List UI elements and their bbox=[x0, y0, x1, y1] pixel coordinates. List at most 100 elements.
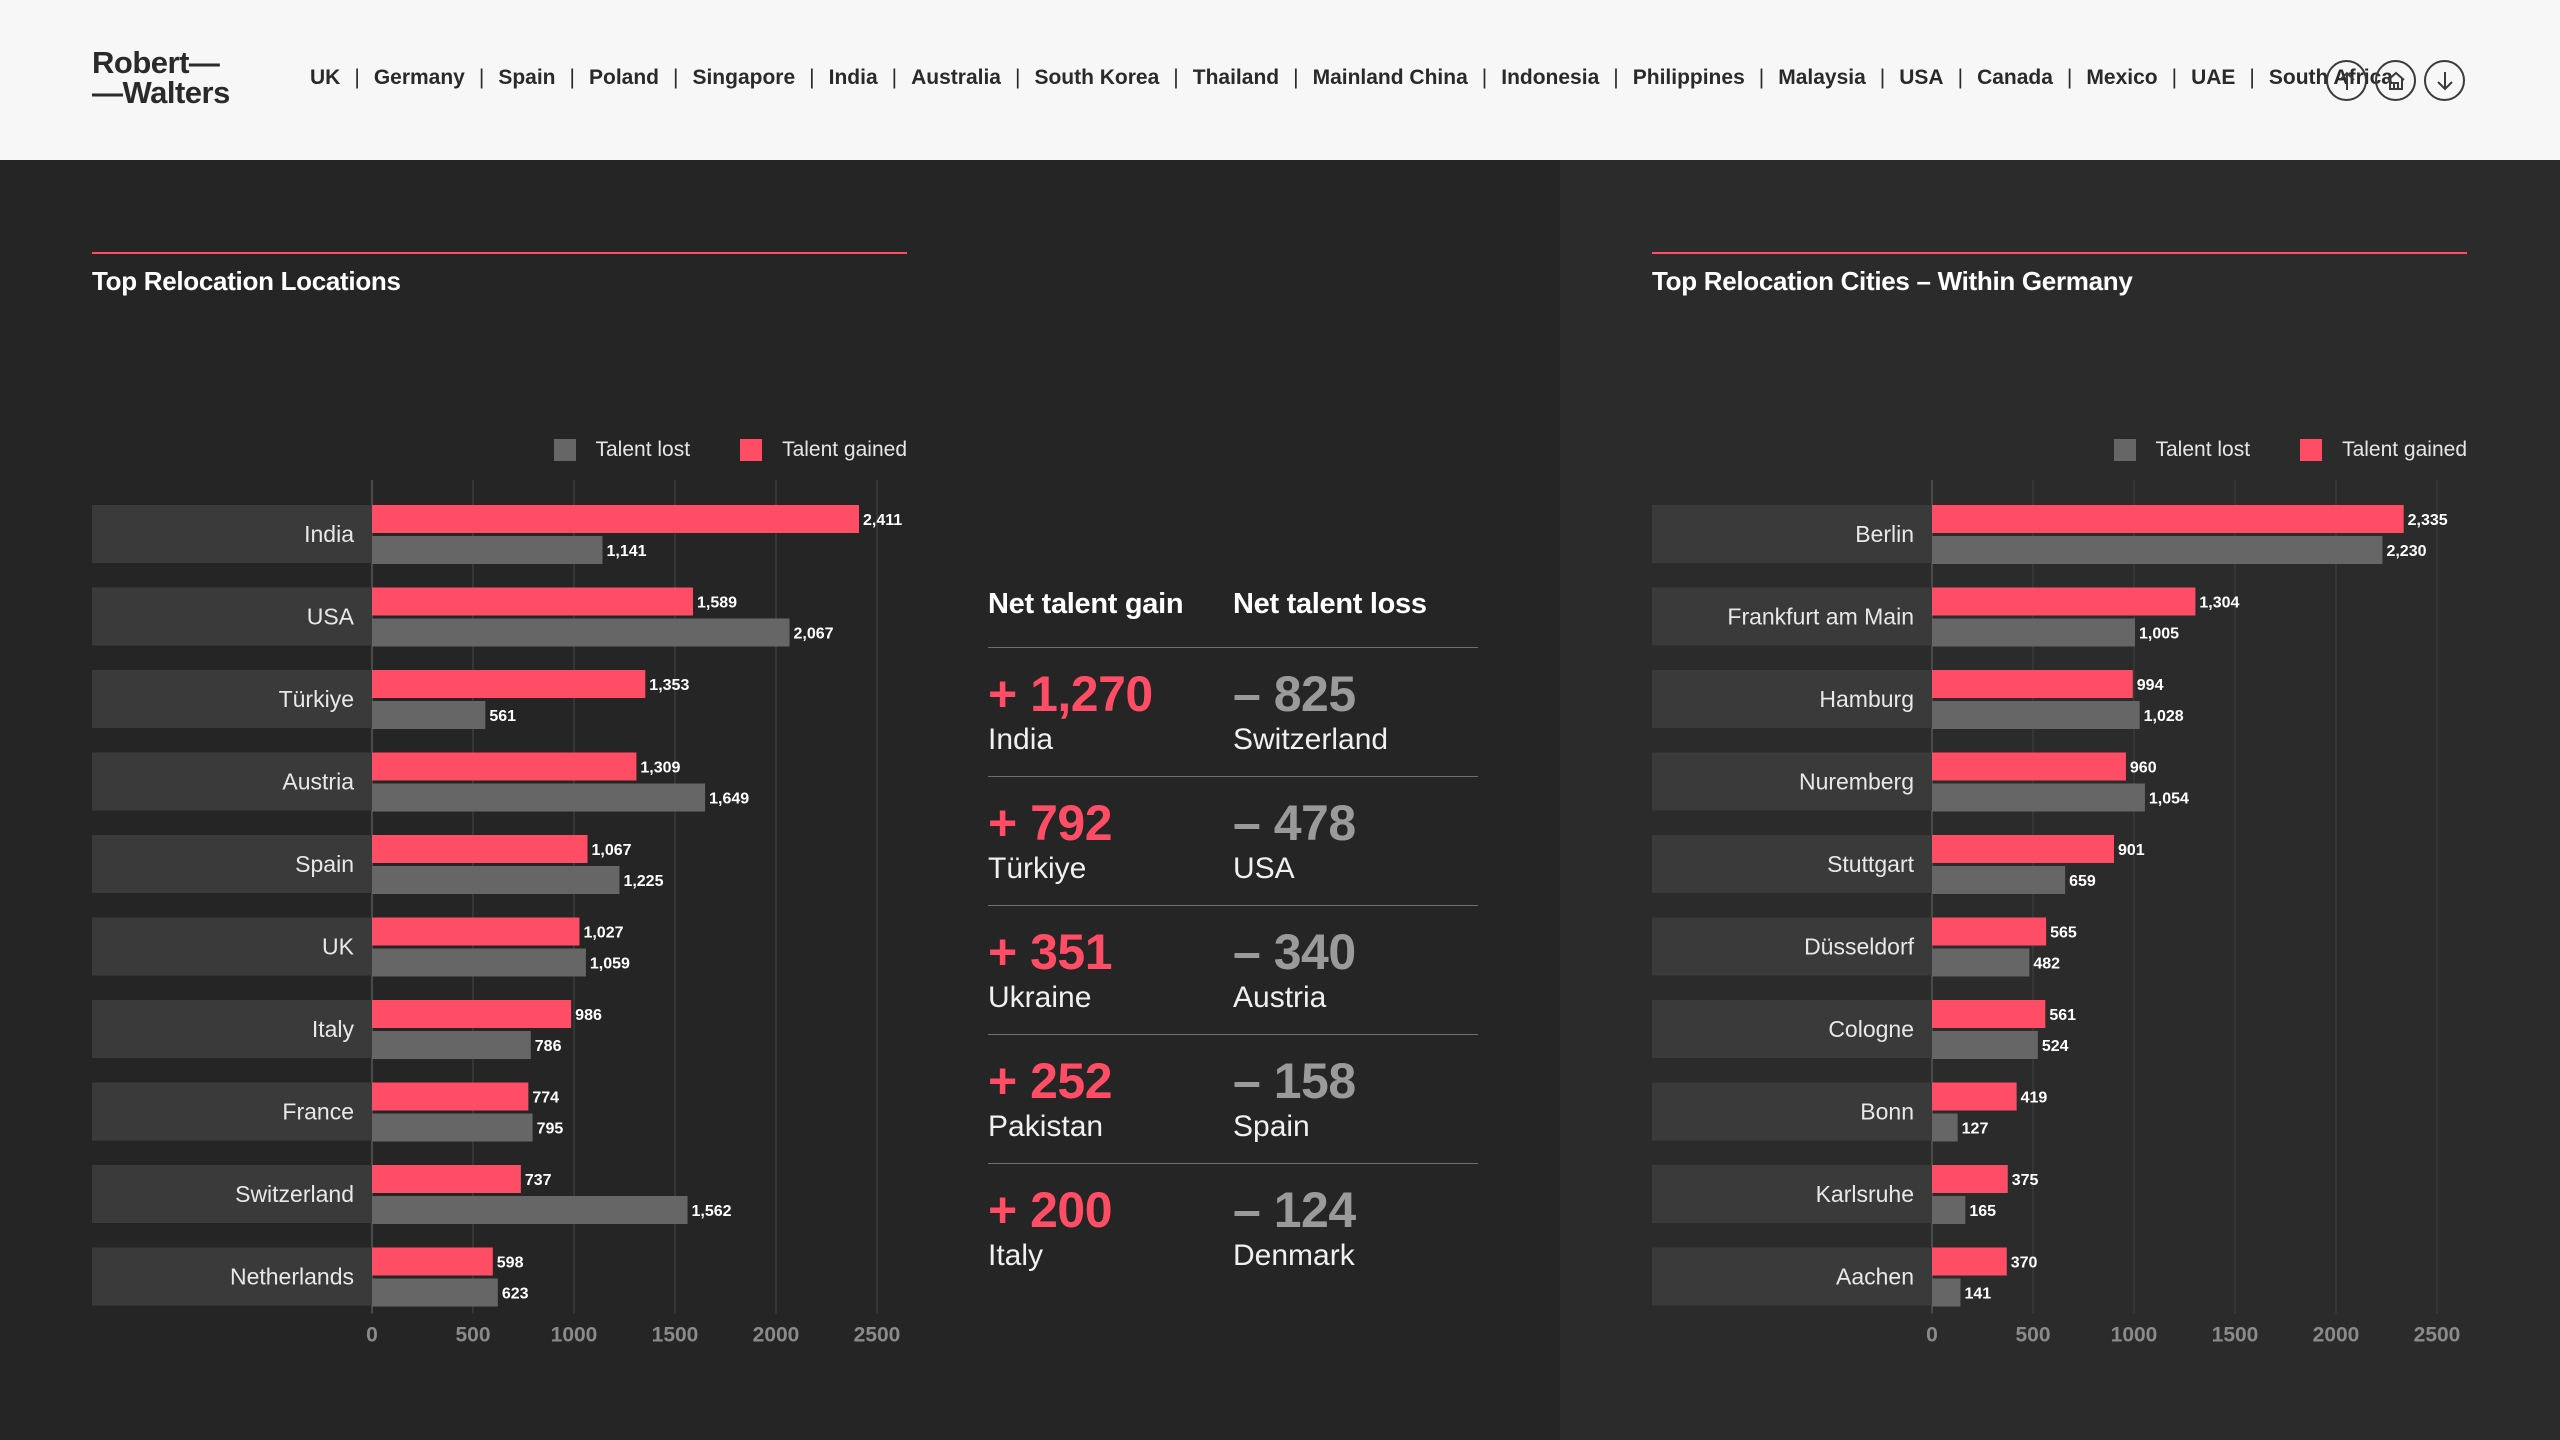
x-tick-label: 2500 bbox=[854, 1324, 901, 1347]
net-table-row: + 792 Türkiye – 478 USA bbox=[988, 777, 1478, 906]
data-label-lost: 795 bbox=[537, 1121, 564, 1138]
x-tick-label: 0 bbox=[366, 1324, 378, 1347]
category-label: Switzerland bbox=[235, 1181, 354, 1207]
x-tick-label: 2000 bbox=[753, 1324, 800, 1347]
bar-gained bbox=[1932, 587, 2196, 616]
nav-separator: | bbox=[1957, 66, 1964, 89]
category-label: Düsseldorf bbox=[1804, 934, 1915, 960]
arrow-down-icon[interactable] bbox=[2424, 60, 2465, 101]
category-label: Berlin bbox=[1855, 521, 1914, 547]
x-tick-label: 0 bbox=[1926, 1324, 1938, 1347]
nav-item-south-korea[interactable]: South Korea bbox=[1034, 66, 1160, 89]
category-label-box bbox=[1652, 1247, 1932, 1306]
category-label: Stuttgart bbox=[1827, 851, 1915, 877]
category-label-box bbox=[92, 1165, 372, 1223]
bar-lost bbox=[1932, 783, 2145, 812]
nav-item-spain[interactable]: Spain bbox=[498, 66, 556, 89]
home-icon[interactable] bbox=[2375, 60, 2416, 101]
net-loss-cell: – 158 Spain bbox=[1233, 1055, 1478, 1163]
data-label-gained: 561 bbox=[2049, 1007, 2076, 1024]
net-loss-country: USA bbox=[1233, 852, 1295, 885]
bar-lost bbox=[1932, 701, 2140, 729]
nav-item-australia[interactable]: Australia bbox=[911, 66, 1001, 89]
nav-item-mexico[interactable]: Mexico bbox=[2086, 66, 2158, 89]
robert-walters-logo[interactable]: Robert— —Walters bbox=[92, 45, 230, 108]
left-bar-chart: 0 500 1000 1500 2000 2500 India 2,411 1,141 USA 1,… bbox=[92, 480, 902, 1347]
category-label: Cologne bbox=[1828, 1016, 1914, 1042]
net-loss-value: – 478 bbox=[1233, 795, 1356, 851]
bar-lost bbox=[372, 948, 586, 977]
nav-item-germany[interactable]: Germany bbox=[373, 66, 465, 89]
bar-gained bbox=[372, 670, 646, 698]
nav-item-india[interactable]: India bbox=[828, 66, 878, 89]
nav-item-indonesia[interactable]: Indonesia bbox=[1501, 66, 1600, 89]
net-loss-value: – 124 bbox=[1233, 1182, 1356, 1238]
bar-gained bbox=[1932, 505, 2404, 533]
category-label-box bbox=[92, 1000, 372, 1058]
nav-item-uk[interactable]: UK bbox=[310, 66, 341, 89]
net-loss-country: Austria bbox=[1233, 981, 1327, 1014]
net-loss-country: Spain bbox=[1233, 1110, 1310, 1143]
bar-gained bbox=[1932, 1165, 2008, 1193]
net-gain-value: + 200 bbox=[988, 1182, 1113, 1238]
nav-item-uae[interactable]: UAE bbox=[2191, 66, 2236, 89]
net-gain-country: Ukraine bbox=[988, 981, 1092, 1014]
nav-separator: | bbox=[354, 66, 360, 89]
category-label-box bbox=[1652, 1000, 1932, 1058]
net-gain-value: + 1,270 bbox=[988, 666, 1153, 722]
left-title-rule bbox=[92, 252, 907, 254]
left-chart-title: Top Relocation Locations bbox=[92, 266, 401, 296]
net-gain-cell: + 351 Ukraine bbox=[988, 926, 1233, 1034]
net-loss-header: Net talent loss bbox=[1233, 588, 1427, 620]
net-gain-country: Italy bbox=[988, 1239, 1044, 1272]
bar-lost bbox=[1932, 1196, 1966, 1224]
category-label-box bbox=[92, 1082, 372, 1141]
x-tick-label: 1500 bbox=[652, 1324, 699, 1347]
nav-item-philippines[interactable]: Philippines bbox=[1632, 66, 1745, 89]
bar-gained bbox=[1932, 835, 2115, 863]
bar-gained bbox=[372, 1247, 493, 1276]
data-label-gained: 986 bbox=[575, 1007, 602, 1024]
data-label-gained: 737 bbox=[525, 1172, 552, 1189]
nav-separator: | bbox=[673, 66, 679, 89]
logo-line-1: Robert— bbox=[92, 45, 220, 80]
x-tick-label: 1500 bbox=[2212, 1324, 2259, 1347]
category-label-box bbox=[1652, 1165, 1932, 1223]
x-tick-label: 500 bbox=[2015, 1324, 2050, 1347]
data-label-lost: 1,141 bbox=[606, 543, 646, 560]
data-label-lost: 2,230 bbox=[2386, 543, 2426, 560]
net-gain-cell: + 200 Italy bbox=[988, 1184, 1233, 1293]
category-label: Italy bbox=[312, 1016, 355, 1042]
category-label: Nuremberg bbox=[1799, 769, 1914, 795]
nav-item-poland[interactable]: Poland bbox=[588, 66, 659, 89]
bar-gained bbox=[372, 1082, 529, 1111]
left-legend: Talent lost Talent gained bbox=[553, 438, 907, 462]
bar-lost bbox=[372, 536, 603, 564]
category-label-box bbox=[92, 670, 372, 728]
net-table-row: + 351 Ukraine – 340 Austria bbox=[988, 906, 1478, 1035]
bar-lost bbox=[1932, 536, 2383, 564]
legend-swatch-lost bbox=[2113, 439, 2136, 461]
data-label-gained: 994 bbox=[2137, 677, 2164, 694]
arrow-up-icon[interactable] bbox=[2326, 60, 2367, 101]
nav-item-thailand[interactable]: Thailand bbox=[1192, 66, 1280, 89]
nav-item-mainland-china[interactable]: Mainland China bbox=[1312, 66, 1468, 89]
bar-lost bbox=[372, 1278, 498, 1307]
nav-separator: | bbox=[1758, 66, 1765, 89]
data-label-gained: 1,309 bbox=[640, 760, 680, 777]
category-label: France bbox=[282, 1099, 354, 1125]
net-loss-cell: – 340 Austria bbox=[1233, 926, 1478, 1034]
nav-separator: | bbox=[809, 66, 815, 89]
bar-lost bbox=[1932, 618, 2136, 647]
data-label-lost: 127 bbox=[1962, 1121, 1989, 1138]
nav-item-singapore[interactable]: Singapore bbox=[692, 66, 796, 89]
category-label-box bbox=[1652, 587, 1932, 646]
bar-lost bbox=[1932, 866, 2066, 894]
bar-gained bbox=[372, 1000, 572, 1028]
nav-item-canada[interactable]: Canada bbox=[1977, 66, 2053, 89]
bar-gained bbox=[1932, 917, 2047, 946]
nav-item-malaysia[interactable]: Malaysia bbox=[1778, 66, 1866, 89]
net-loss-cell: – 478 USA bbox=[1233, 797, 1478, 905]
nav-item-usa[interactable]: USA bbox=[1899, 66, 1944, 89]
data-label-lost: 1,649 bbox=[709, 791, 749, 808]
